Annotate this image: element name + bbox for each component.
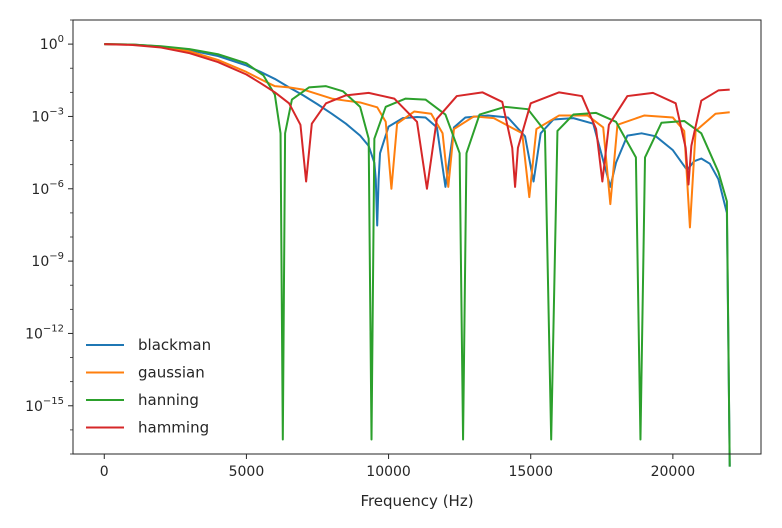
legend-item-hamming: hamming	[86, 419, 209, 437]
series-line-hamming	[104, 43, 730, 190]
x-tick-label: 15000	[508, 464, 553, 480]
x-axis-label: Frequency (Hz)	[360, 492, 473, 510]
y-tick-label: 100	[40, 34, 64, 53]
y-tick-label: 10−3	[31, 106, 64, 125]
y-tick-label: 10−15	[25, 396, 64, 415]
x-tick-label: 5000	[229, 464, 265, 480]
y-tick-label: 10−9	[31, 251, 64, 270]
legend-label: hamming	[138, 419, 209, 437]
y-tick-label: 10−6	[31, 179, 64, 198]
x-tick-label: 20000	[651, 464, 696, 480]
legend-item-hanning: hanning	[86, 391, 199, 409]
legend-item-gaussian: gaussian	[86, 364, 205, 382]
series-line-hanning	[104, 43, 731, 467]
legend-label: gaussian	[138, 364, 205, 382]
legend-item-blackman: blackman	[86, 336, 211, 354]
legend-label: blackman	[138, 336, 211, 354]
x-tick-label: 10000	[366, 464, 411, 480]
y-tick-label: 10−12	[25, 323, 64, 342]
plot-background	[73, 20, 761, 454]
x-tick-label: 0	[100, 464, 109, 480]
x-axis: 0 5000 10000 15000 20000	[100, 454, 695, 480]
series-layer	[104, 43, 731, 467]
legend-label: hanning	[138, 391, 199, 409]
legend: blackman gaussian hanning hamming	[86, 336, 211, 437]
y-axis: 100 10−3 10−6 10−9 10−12 10−15	[25, 19, 73, 455]
